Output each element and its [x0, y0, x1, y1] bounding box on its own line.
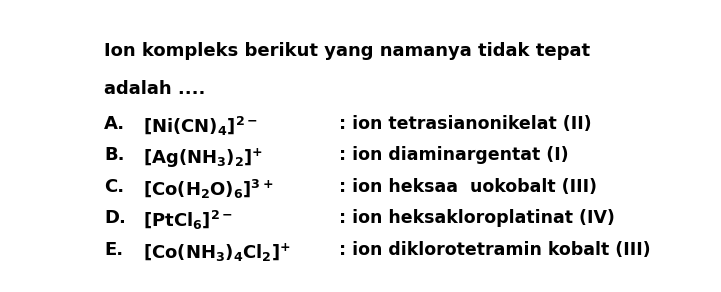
Text: B.: B. [104, 146, 125, 164]
Text: D.: D. [104, 209, 126, 227]
Text: $\mathbf{[Co(H_2O)_6]^{3+}}$: $\mathbf{[Co(H_2O)_6]^{3+}}$ [143, 178, 273, 201]
Text: : ion tetrasianonikelat (II): : ion tetrasianonikelat (II) [339, 115, 591, 133]
Text: : ion heksaa  uokobalt (III): : ion heksaa uokobalt (III) [339, 178, 597, 196]
Text: $\mathbf{[Co(NH_3)_4Cl_2]^{+}}$: $\mathbf{[Co(NH_3)_4Cl_2]^{+}}$ [143, 241, 291, 264]
Text: : ion diklorotetramin kobalt (III): : ion diklorotetramin kobalt (III) [339, 241, 650, 260]
Text: $\mathbf{[Ni(CN)_4]^{2-}}$: $\mathbf{[Ni(CN)_4]^{2-}}$ [143, 115, 257, 138]
Text: : ion diaminargentat (I): : ion diaminargentat (I) [339, 146, 568, 164]
Text: C.: C. [104, 178, 124, 196]
Text: adalah ....: adalah .... [104, 80, 205, 98]
Text: Ion kompleks berikut yang namanya tidak tepat: Ion kompleks berikut yang namanya tidak … [104, 42, 590, 60]
Text: A.: A. [104, 115, 125, 133]
Text: E.: E. [104, 241, 123, 260]
Text: $\mathbf{[PtCl_6]^{2-}}$: $\mathbf{[PtCl_6]^{2-}}$ [143, 209, 233, 232]
Text: $\mathbf{[Ag(NH_3)_2]^{+}}$: $\mathbf{[Ag(NH_3)_2]^{+}}$ [143, 146, 263, 170]
Text: : ion heksakloroplatinat (IV): : ion heksakloroplatinat (IV) [339, 209, 615, 227]
